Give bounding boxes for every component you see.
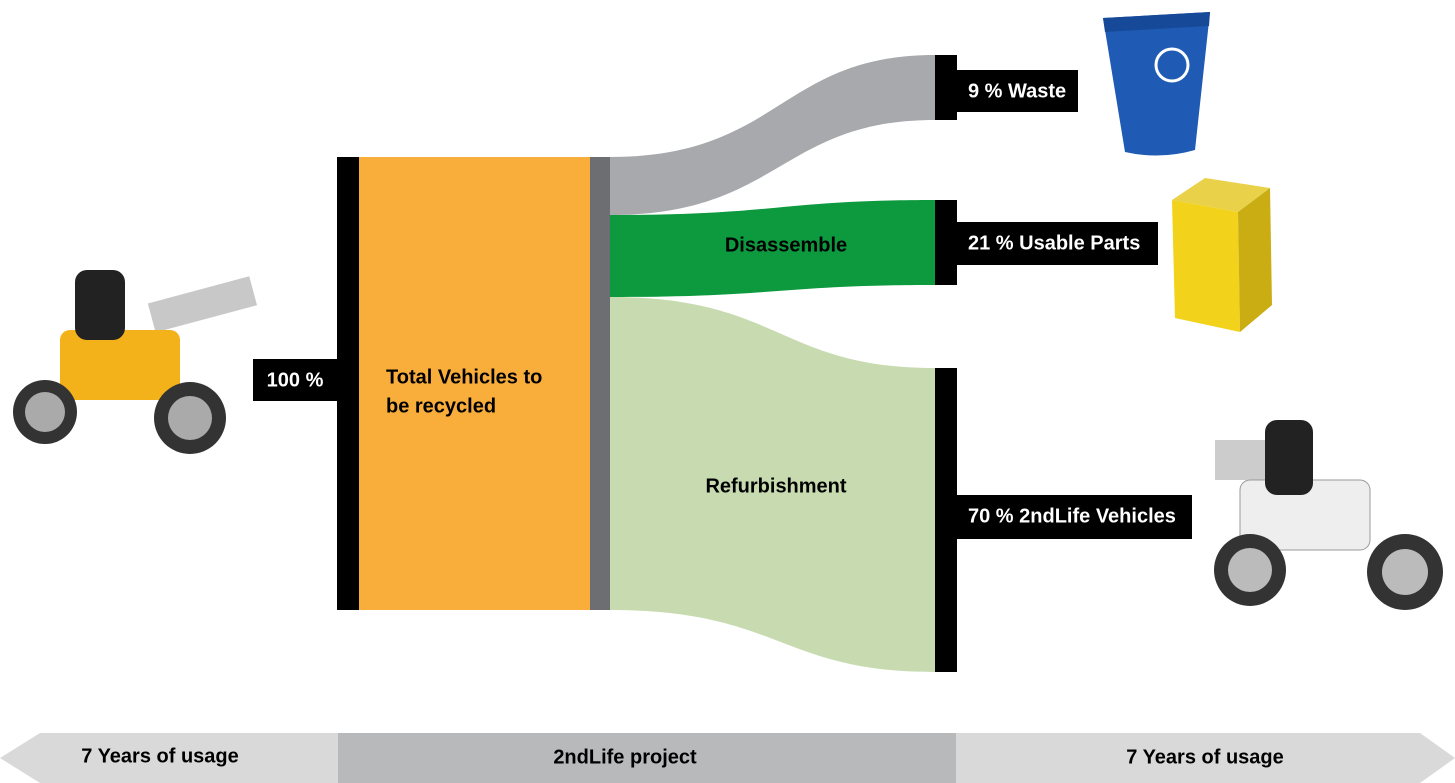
main-node-label: be recycled [386,395,496,417]
source-bar [337,157,359,610]
waste-flow [610,55,935,215]
split-bar [590,157,610,610]
output-label: 9 % Waste [968,80,1066,102]
main-node-label: Total Vehicles to [386,366,542,388]
vehicle-icon [1214,420,1443,610]
flow-label: Refurbishment [705,475,846,497]
output-label: 70 % 2ndLife Vehicles [968,505,1176,527]
output-bar [935,55,957,120]
flow-label: Disassemble [725,234,847,256]
diagram: 100 % Total Vehicles to be recycled Disa… [0,0,1455,783]
timeline-label: 2ndLife project [553,746,697,768]
source-label: 100 % [267,369,324,391]
timeline-label: 7 Years of usage [1126,746,1284,768]
output-bar [935,368,957,672]
battery-icon [1172,178,1272,332]
timeline-label: 7 Years of usage [81,745,239,767]
vehicle-icon [13,270,257,454]
output-bar [935,200,957,285]
recycle-bin-icon [1103,12,1210,156]
output-label: 21 % Usable Parts [968,232,1140,254]
